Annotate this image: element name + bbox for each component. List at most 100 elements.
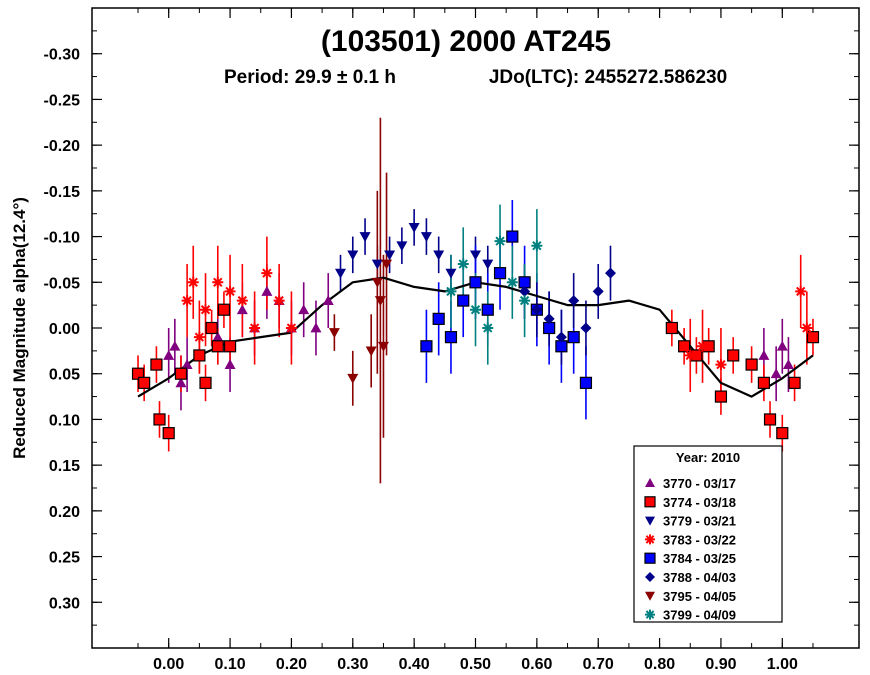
data-point (684, 349, 696, 361)
legend-marker (645, 516, 655, 526)
axis-ticks: 0.00 0.10 0.20 0.30 0.40 0.50 0.60 0.70 0.80 0.90… (44, 8, 859, 673)
data-point (261, 285, 273, 296)
data-point (795, 285, 807, 297)
data-point (715, 359, 727, 371)
data-point (347, 250, 359, 261)
x-tick-label: 0.10 (214, 656, 245, 673)
data-point (163, 349, 175, 360)
y-tick-label: -0.25 (44, 92, 81, 109)
data-point (494, 235, 506, 247)
data-point (801, 322, 813, 334)
data-point (200, 304, 212, 316)
data-point (481, 303, 494, 316)
data-point (506, 230, 519, 243)
data-point (162, 427, 175, 440)
data-point (175, 377, 187, 388)
x-tick-label: 0.70 (583, 656, 614, 673)
data-point (310, 322, 322, 333)
data-point (470, 304, 481, 316)
data-point (193, 331, 205, 343)
data-point (714, 390, 728, 403)
data-point (482, 259, 494, 270)
data-point (745, 358, 758, 371)
data-point (531, 304, 543, 316)
x-tick-label: 0.90 (705, 656, 736, 673)
data-point (519, 285, 531, 297)
x-tick-label: 0.30 (337, 656, 368, 673)
data-point (604, 267, 616, 279)
y-tick-label: 0.00 (49, 321, 80, 338)
data-point (763, 413, 777, 426)
data-point (420, 340, 433, 353)
data-point (806, 331, 820, 344)
data-point (249, 322, 261, 334)
data-point (580, 322, 592, 334)
legend-entry-label: 3795 - 04/05 (663, 589, 736, 604)
legend: Year: 2010 3770 - 03/17 3774 - 03/18 3779 … (633, 445, 783, 623)
data-point (153, 413, 166, 426)
y-tick-label: -0.20 (44, 138, 81, 155)
data-point (457, 294, 470, 307)
data-point (445, 285, 457, 297)
data-point (579, 376, 593, 389)
y-tick-label: 0.15 (49, 458, 80, 475)
data-point (365, 346, 377, 357)
plot-content (131, 117, 820, 484)
data-point (470, 250, 481, 261)
y-tick-label: 0.20 (49, 504, 80, 521)
legend-entry-label: 3783 - 03/22 (663, 532, 736, 547)
y-tick-label: 0.30 (49, 595, 80, 612)
x-tick-label: 0.60 (521, 656, 552, 673)
data-point (444, 331, 458, 344)
data-point (359, 232, 371, 243)
data-point (138, 376, 151, 389)
data-point (408, 223, 420, 233)
legend-marker (645, 591, 655, 601)
data-point (482, 322, 494, 334)
data-point (224, 285, 236, 297)
legend-entry-label: 3774 - 03/18 (663, 495, 736, 510)
legend-entry-label: 3788 - 04/03 (663, 570, 736, 585)
legend-title: Year: 2010 (676, 450, 740, 465)
data-point (131, 367, 145, 380)
data-point (217, 303, 231, 316)
data-point (187, 276, 199, 288)
data-point (174, 367, 188, 380)
data-point (665, 321, 678, 335)
data-point (273, 295, 285, 307)
data-point (776, 427, 789, 440)
data-point (381, 259, 393, 270)
chart-title: (103501) 2000 AT245 (321, 25, 611, 58)
data-point (374, 296, 386, 307)
data-point (181, 359, 193, 369)
data-point (384, 250, 396, 261)
data-point (432, 312, 445, 325)
y-tick-label: -0.30 (44, 47, 81, 64)
data-point (181, 295, 193, 307)
x-tick-label: 0.50 (460, 656, 491, 673)
legend-entry-label: 3784 - 03/25 (663, 551, 736, 566)
data-point (298, 304, 310, 315)
data-point (782, 359, 794, 369)
y-tick-label: -0.15 (44, 184, 81, 201)
data-point (193, 349, 206, 362)
data-point (531, 240, 543, 252)
data-point (469, 276, 482, 289)
data-point (788, 376, 801, 389)
data-point (555, 331, 567, 343)
chart-subtitle-epoch: JDo(LTC): 2455272.586230 (489, 67, 727, 88)
data-point (261, 267, 273, 279)
data-point (322, 295, 334, 305)
data-point (377, 341, 389, 352)
data-point (678, 340, 691, 353)
legend-marker (644, 496, 656, 508)
y-tick-label: -0.05 (44, 275, 81, 292)
data-point (757, 376, 770, 389)
data-point (519, 295, 531, 307)
legend-box (633, 445, 783, 623)
chart-subtitle-period: Period: 29.9 ± 0.1 h (224, 67, 396, 88)
legend-marker (645, 478, 655, 487)
data-point (396, 241, 408, 252)
y-tick-label: 0.05 (49, 367, 80, 384)
